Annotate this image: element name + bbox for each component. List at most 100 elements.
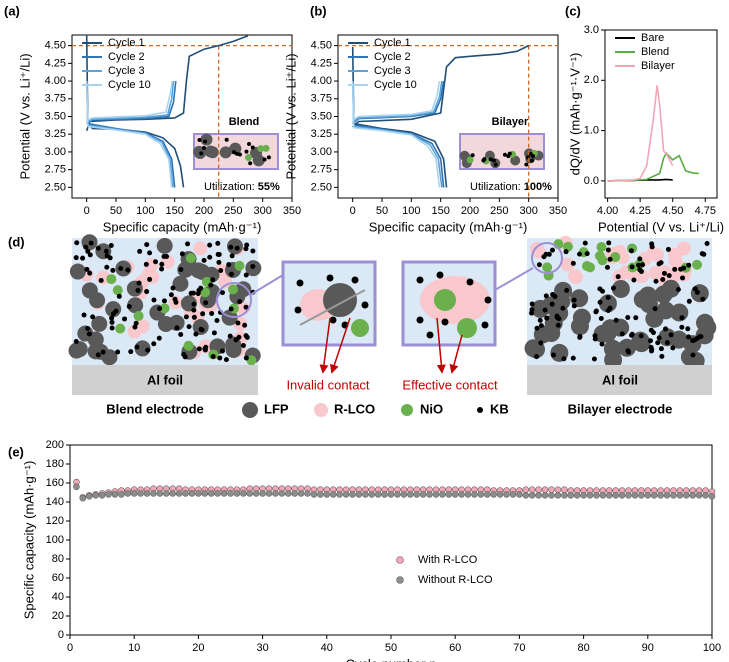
zoom-link xyxy=(494,267,534,291)
particle xyxy=(631,277,637,283)
particle xyxy=(434,289,456,311)
x-tick-label: 40 xyxy=(321,642,333,654)
panel-label: (a) xyxy=(4,3,20,18)
data-point xyxy=(111,491,119,498)
particle xyxy=(611,279,630,298)
particle xyxy=(180,295,197,312)
data-point xyxy=(708,492,716,500)
particle xyxy=(555,322,561,328)
legend-label: Cycle 1 xyxy=(108,37,145,49)
data-line xyxy=(351,80,445,188)
data-point xyxy=(150,490,157,497)
particle xyxy=(235,151,240,156)
particle xyxy=(132,324,138,330)
particle xyxy=(224,137,229,142)
zoom-lens xyxy=(216,282,252,318)
x-tick-label: 350 xyxy=(549,205,567,217)
x-tick-label: 70 xyxy=(513,642,525,654)
particle xyxy=(243,355,249,361)
particle xyxy=(698,334,704,340)
data-line xyxy=(351,80,441,188)
particle xyxy=(660,277,666,283)
y-tick-label: 4.25 xyxy=(45,57,66,69)
legend-label: NiO xyxy=(420,401,443,416)
particle xyxy=(126,303,132,309)
data-point xyxy=(439,491,446,498)
particle xyxy=(638,286,657,305)
particle xyxy=(599,341,605,347)
particle xyxy=(215,240,221,246)
particle xyxy=(597,299,603,305)
particle xyxy=(528,151,533,156)
y-tick-label: 20 xyxy=(52,610,64,622)
x-tick-label: 250 xyxy=(224,205,242,217)
data-point xyxy=(355,491,363,498)
particle xyxy=(563,249,569,255)
particle xyxy=(133,320,139,326)
particle xyxy=(654,285,673,304)
data-point xyxy=(503,491,510,498)
plot-frame xyxy=(604,29,718,199)
particle xyxy=(135,287,141,293)
particle xyxy=(351,276,359,284)
particle xyxy=(493,162,498,167)
particle xyxy=(229,271,235,277)
particle xyxy=(216,251,222,257)
particle xyxy=(524,162,529,167)
particle xyxy=(243,304,249,310)
data-point xyxy=(413,491,420,498)
particle xyxy=(182,354,188,360)
particle xyxy=(436,271,444,279)
particle xyxy=(87,252,93,258)
particle xyxy=(83,244,89,250)
particle xyxy=(649,241,655,247)
particle xyxy=(625,348,631,354)
panel-label: (b) xyxy=(310,3,327,18)
particle xyxy=(416,316,424,324)
particle xyxy=(226,238,243,255)
particle xyxy=(529,301,535,307)
particle xyxy=(144,289,150,295)
particle xyxy=(151,341,157,347)
particle xyxy=(551,352,557,358)
data-point xyxy=(541,486,549,493)
legend-label: Bare xyxy=(641,32,664,44)
particle xyxy=(571,303,577,309)
x-tick-label: 100 xyxy=(136,205,154,217)
particle xyxy=(143,261,149,267)
y-axis-label: dQ/dV (mAh·g⁻¹·V⁻¹) xyxy=(567,53,582,176)
particle xyxy=(159,303,170,314)
particle xyxy=(570,289,589,308)
particle xyxy=(536,262,542,268)
data-point xyxy=(618,492,626,499)
x-tick-label: 250 xyxy=(490,205,508,217)
utilization-value: 100% xyxy=(524,181,552,193)
data-point xyxy=(374,491,382,498)
particle xyxy=(570,260,576,266)
particle xyxy=(694,289,700,295)
x-tick-label: 200 xyxy=(461,205,479,217)
legend-swatch xyxy=(401,404,413,416)
data-point xyxy=(368,491,376,498)
particle xyxy=(172,296,178,302)
data-point xyxy=(98,492,106,499)
particle xyxy=(134,340,151,357)
y-tick-label: 3.25 xyxy=(311,128,332,140)
data-line xyxy=(607,151,699,182)
particle xyxy=(664,340,670,346)
particle xyxy=(592,336,598,342)
particle xyxy=(153,259,159,265)
data-point xyxy=(644,492,652,499)
particle xyxy=(534,325,540,331)
data-point xyxy=(490,491,498,498)
particle xyxy=(680,275,686,281)
data-point xyxy=(702,492,709,499)
particle xyxy=(81,312,87,318)
data-point xyxy=(471,491,478,498)
particle xyxy=(635,269,650,284)
particle xyxy=(185,253,196,264)
y-tick-label: 2.75 xyxy=(45,164,66,176)
data-point xyxy=(85,492,93,500)
zoom-lens xyxy=(531,242,563,274)
particle xyxy=(416,276,424,284)
